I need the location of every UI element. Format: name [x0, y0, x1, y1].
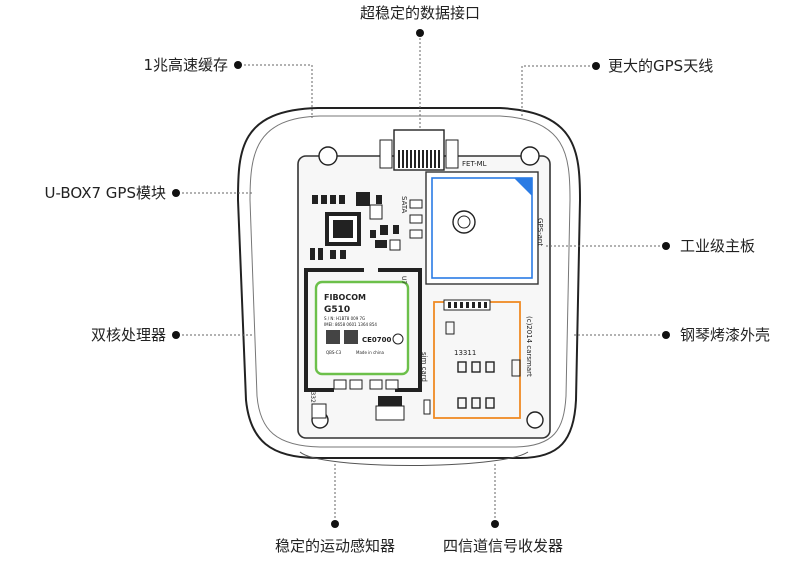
sata-label: SATA	[400, 196, 408, 214]
dot-top-center	[416, 29, 424, 37]
l332-label: L332	[309, 388, 316, 403]
dot-bottom-right	[491, 520, 499, 528]
connector-label: FET-ML	[462, 160, 487, 168]
callout-left-2: 双核处理器	[90, 326, 166, 344]
callout-bottom-left: 稳定的运动感知器	[274, 537, 396, 555]
dot-right-1	[662, 242, 670, 250]
copyright-label: (c)2014 carsmart	[525, 316, 533, 377]
dot-top-left	[234, 61, 242, 69]
module-model: G510	[324, 305, 350, 315]
callout-right-1: 工业级主板	[680, 237, 756, 255]
callout-left-1: U-BOX7 GPS模块	[44, 184, 166, 202]
gps-ant-label: GPS-ant	[536, 218, 544, 246]
dot-bottom-left	[331, 520, 339, 528]
callout-top-center: 超稳定的数据接口	[359, 4, 481, 22]
module-imei: IMEI: 8658 0601 1364 854	[324, 322, 377, 327]
module-brand: FIBOCOM	[324, 293, 366, 302]
callout-top-right: 更大的GPS天线	[608, 57, 714, 75]
module-qbs: QBS-C3	[326, 350, 342, 355]
callout-top-left: 1兆高速缓存	[143, 56, 228, 74]
fibocom-module	[314, 280, 410, 376]
u7-label: U7	[400, 276, 407, 284]
connector-pins	[398, 150, 440, 168]
dot-left-1	[172, 189, 180, 197]
leader-top-right	[521, 65, 594, 118]
callout-bottom-right: 四信道信号收发器	[442, 537, 564, 555]
module-ce: CE0700	[362, 336, 392, 344]
shield-frame	[304, 268, 422, 392]
housing-inner	[249, 115, 571, 448]
module-made-in: Made in china	[356, 350, 384, 355]
dot-left-2	[172, 331, 180, 339]
housing-bottom-lip	[299, 451, 529, 466]
module-sn: S / N: H1BT8 009 7G	[324, 316, 365, 321]
sim-card-label: sim card	[420, 352, 428, 382]
callout-right-2: 钢琴烤漆外壳	[680, 326, 771, 344]
dot-top-right	[592, 62, 600, 70]
leader-top-left	[240, 64, 313, 118]
sim-number: 13311	[454, 349, 476, 357]
dot-right-2	[662, 331, 670, 339]
